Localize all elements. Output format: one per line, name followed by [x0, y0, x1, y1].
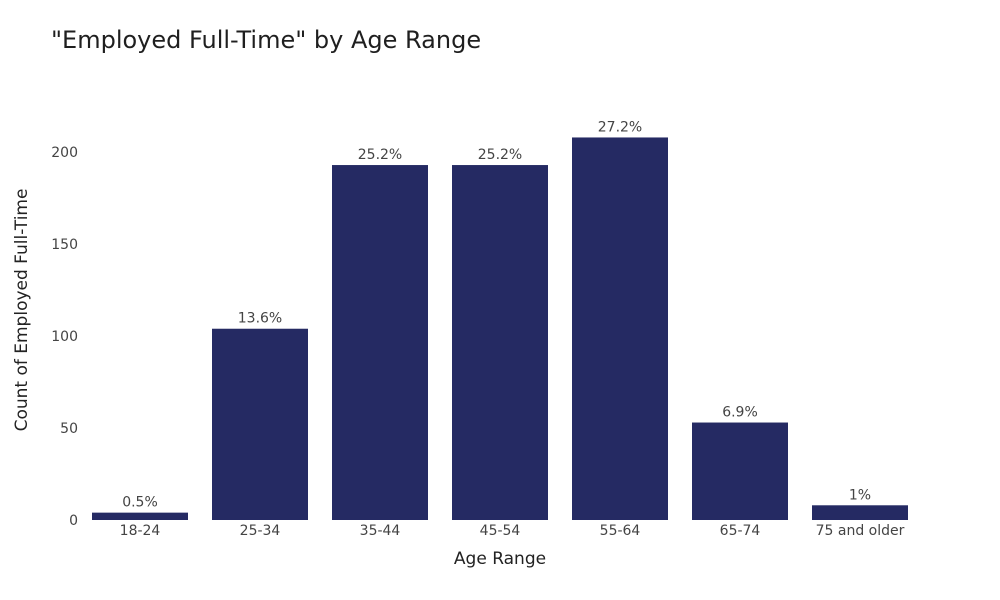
bar-value-label: 25.2%	[358, 147, 402, 163]
y-tick-label: 150	[51, 237, 78, 253]
y-tick-label: 0	[69, 513, 78, 529]
y-tick-label: 50	[60, 421, 78, 437]
x-tick-label: 65-74	[720, 523, 761, 539]
y-tick-label: 200	[51, 145, 78, 161]
bar	[332, 165, 428, 520]
x-tick-label: 45-54	[480, 523, 521, 539]
x-tick-label: 25-34	[240, 523, 281, 539]
y-axis-ticks: 0 50 100 150 200	[51, 145, 78, 529]
bar-value-labels: 0.5% 13.6% 25.2% 25.2% 27.2% 6.9% 1%	[122, 119, 871, 510]
bar-value-label: 25.2%	[478, 147, 522, 163]
bar-value-label: 6.9%	[722, 405, 758, 421]
bar	[212, 328, 308, 520]
x-tick-label: 18-24	[120, 523, 161, 539]
y-axis-title: Count of Employed Full-Time	[12, 189, 32, 432]
bar-value-label: 27.2%	[598, 119, 642, 135]
x-tick-label: 55-64	[600, 523, 641, 539]
bar	[692, 422, 788, 520]
bar	[452, 165, 548, 520]
x-axis-ticks: 18-24 25-34 35-44 45-54 55-64 65-74 75 and old…	[120, 523, 905, 539]
bar-value-label: 13.6%	[238, 311, 282, 327]
y-tick-label: 100	[51, 329, 78, 345]
bar	[812, 505, 908, 520]
bar	[572, 137, 668, 520]
bar	[92, 512, 188, 520]
x-tick-label: 75 and older	[816, 523, 905, 539]
x-tick-label: 35-44	[360, 523, 401, 539]
bars	[92, 137, 908, 520]
bar-value-label: 1%	[849, 487, 871, 503]
x-axis-title: Age Range	[454, 549, 546, 569]
chart-title: "Employed Full-Time" by Age Range	[51, 26, 482, 54]
bar-value-label: 0.5%	[122, 495, 158, 511]
